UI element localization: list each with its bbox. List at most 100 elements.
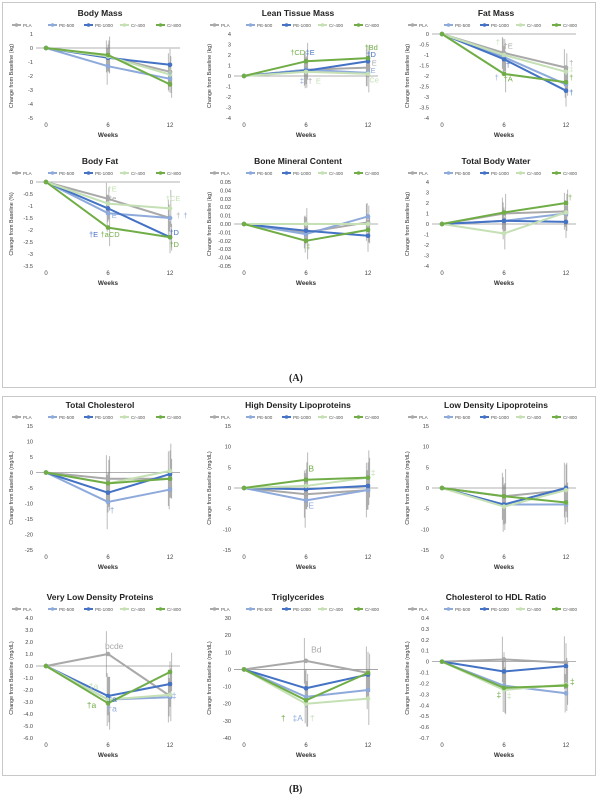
chart-12-ytick-label: 0.1 — [421, 649, 429, 655]
chart-5-ytick-label: -0.05 — [218, 264, 231, 270]
chart-5-legend-marker-cr-800 — [356, 171, 361, 175]
chart-2-ytick-label: 2 — [228, 53, 231, 59]
chart-12-ytick-label: 0.2 — [421, 638, 429, 644]
chart-4-ytick-label: -3.5 — [23, 264, 33, 270]
chart-10-legend-marker-pe-500 — [50, 607, 55, 611]
chart-7-x-axis-label: Weeks — [98, 564, 119, 571]
chart-1-point-cr-400 — [167, 72, 173, 77]
chart-8-ytick-label: 15 — [225, 424, 231, 430]
chart-9-ytick-label: -15 — [421, 548, 429, 554]
chart-9-legend-marker-cr-800 — [554, 415, 559, 419]
chart-12-legend-marker-pe-500 — [446, 607, 451, 611]
chart-6-ytick-label: -1 — [424, 233, 429, 239]
chart-9-ytick-label: 0 — [426, 486, 429, 492]
chart-10-legend-marker-cr-400 — [122, 607, 127, 611]
chart-12-point-pe-500 — [563, 690, 569, 696]
chart-6-title: Total Body Water — [462, 156, 532, 166]
chart-2-xtick-label: 6 — [304, 123, 308, 129]
chart-10-annotation: †a — [87, 700, 97, 710]
chart-12-point-cr-800 — [501, 685, 507, 691]
chart-2-legend-label-cr-800: Cr-800 — [365, 23, 379, 28]
chart-12-point-pla — [501, 657, 507, 662]
chart-10-legend-marker-cr-800 — [158, 607, 163, 611]
chart-10-annotation: ‡ — [172, 690, 177, 700]
chart-4-ytick-label: -1 — [28, 204, 33, 210]
chart-11-legend-marker-cr-400 — [320, 607, 325, 611]
chart-8-point-pe-1000 — [365, 483, 371, 489]
chart-9-x-axis-label: Weeks — [494, 564, 515, 571]
chart-6-point-cr-400 — [501, 231, 507, 236]
chart-10-xtick-label: 6 — [106, 743, 110, 749]
chart-3-point-cr-400 — [563, 69, 569, 75]
chart-10-ytick-label: -1.0 — [23, 676, 33, 682]
chart-10-ytick-label: -5.0 — [23, 724, 33, 730]
chart-5-legend-marker-pe-500 — [248, 171, 253, 175]
chart-2-legend-label-pe-500: PE-500 — [257, 23, 273, 28]
chart-7-ytick-label: 15 — [27, 424, 33, 430]
chart-4-xtick-label: 6 — [106, 271, 110, 277]
chart-12-legend-marker-pla — [410, 607, 415, 611]
chart-2-legend-label-pe-1000: PE-1000 — [293, 23, 311, 28]
chart-7-legend-marker-pe-500 — [50, 415, 55, 419]
chart-5-y-axis-label: Change from Baseline (kg) — [207, 192, 213, 256]
chart-11-annotation: † — [281, 713, 286, 723]
chart-11-point-cr-800 — [241, 667, 247, 672]
chart-11-title: Triglycerides — [272, 592, 325, 602]
chart-10-point-cr-800 — [105, 700, 111, 706]
chart-6-legend-label-cr-800: Cr-800 — [563, 171, 577, 176]
chart-11-point-cr-800 — [303, 697, 309, 703]
chart-2-legend-marker-pe-500 — [248, 23, 253, 27]
panel-a-frame — [2, 2, 596, 388]
chart-3-ytick-label: -0.5 — [419, 43, 429, 49]
chart-3-ytick-label: -3 — [424, 95, 429, 101]
chart-1-point-pe-500 — [167, 76, 173, 82]
chart-10-annotation: †a — [107, 694, 117, 704]
chart-11-ytick-label: -30 — [223, 719, 231, 725]
chart-2-point-pla — [365, 65, 371, 70]
chart-1-annotation: † — [168, 79, 172, 88]
chart-3-annotation: † — [569, 88, 573, 97]
chart-11-xtick-label: 6 — [304, 743, 308, 749]
chart-10-point-cr-400 — [167, 692, 173, 698]
chart-12-legend-label-cr-400: Cr-400 — [527, 607, 541, 612]
chart-11-legend-label-cr-800: Cr-800 — [365, 607, 379, 612]
chart-5-x-axis-label: Weeks — [296, 280, 317, 287]
chart-11-point-pe-500 — [303, 694, 309, 700]
chart-1-point-pe-500 — [105, 63, 111, 69]
chart-7-xtick-label: 12 — [167, 555, 174, 561]
chart-6-xtick-label: 6 — [502, 271, 506, 277]
chart-4-annotation: †E — [89, 230, 98, 239]
chart-10-ytick-label: -6.0 — [23, 736, 33, 742]
chart-1-ytick-label: -2 — [28, 74, 33, 80]
chart-12-ytick-label: -0.3 — [419, 692, 429, 698]
chart-12-y-axis-label: Change from Baseline (mg/dL) — [405, 641, 411, 715]
chart-3-point-pe-1000 — [501, 56, 507, 62]
panel-b-frame — [2, 396, 596, 776]
chart-8-point-pe-500 — [303, 498, 309, 503]
chart-3-ytick-label: -1.5 — [419, 64, 429, 70]
chart-1-point-cr-800 — [105, 52, 111, 58]
chart-10-point-pla — [105, 651, 111, 657]
chart-1-legend-marker-pla — [14, 23, 19, 27]
chart-3-ytick-label: -2 — [424, 74, 429, 80]
chart-10-ytick-label: 3.0 — [25, 628, 33, 634]
chart-8-annotation: B — [308, 463, 314, 473]
chart-9-y-axis-label: Change from Baseline (mg/dL) — [405, 451, 411, 525]
chart-2-annotation: E — [372, 59, 377, 68]
chart-8-legend-marker-pe-500 — [248, 415, 253, 419]
chart-11-ytick-label: -20 — [223, 702, 231, 708]
chart-6-legend-label-cr-400: Cr-400 — [527, 171, 541, 176]
chart-11-point-pe-500 — [365, 687, 371, 693]
chart-7-ytick-label: 0 — [30, 471, 33, 477]
chart-4-legend-label-pe-500: PE-500 — [59, 171, 75, 176]
chart-1-ytick-label: -5 — [28, 116, 33, 122]
chart-10-point-pe-1000 — [167, 681, 173, 687]
chart-3-point-pe-1000 — [563, 88, 569, 93]
chart-2-point-cr-400 — [303, 69, 309, 75]
chart-11-ytick-label: -40 — [223, 736, 231, 742]
chart-5-point-pe-1000 — [365, 233, 371, 239]
chart-4-ytick-label: -0.5 — [23, 192, 33, 198]
chart-10-legend-label-pe-1000: PE-1000 — [95, 607, 113, 612]
chart-11-legend-marker-pla — [212, 607, 217, 611]
chart-3-ytick-label: 0 — [426, 32, 429, 38]
